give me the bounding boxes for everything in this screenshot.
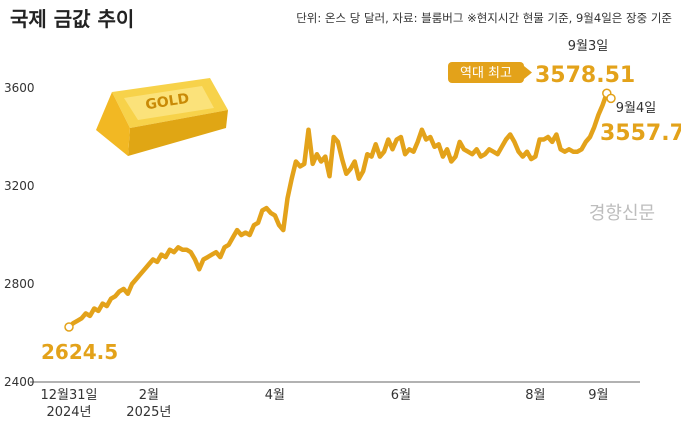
gold-bar-icon: GOLD: [96, 78, 228, 156]
y-tick-label: 3200: [4, 179, 35, 193]
record-badge: 역대 최고: [448, 62, 532, 83]
subtitle: 단위: 온스 당 달러, 자료: 블룸버그 ※현지시간 현물 기준, 9월4일은…: [296, 11, 672, 25]
value-label: 2624.5: [41, 340, 118, 364]
gold-icon-text: GOLD: [144, 91, 190, 114]
price-line: [66, 91, 614, 330]
record-label: 역대 최고: [460, 66, 512, 81]
x-tick-label: 2월 2025년: [126, 388, 171, 420]
x-tick-label: 8월: [525, 388, 545, 403]
point-marker: [64, 322, 74, 332]
x-tick-label: 4월: [265, 388, 285, 403]
point-marker: [606, 93, 616, 104]
value-label: 3578.51: [535, 63, 635, 88]
y-tick-label: 3600: [4, 81, 35, 95]
chart-title: 국제 금값 추이: [10, 7, 134, 31]
x-tick-label: 12월31일 2024년: [40, 388, 97, 420]
watermark: 경향신문: [589, 203, 655, 224]
value-label: 3557.73: [600, 121, 681, 146]
y-tick-label: 2800: [4, 277, 35, 291]
last-date: 9월4일: [616, 101, 656, 116]
record-date: 9월3일: [568, 39, 608, 54]
x-tick-label: 6월: [391, 388, 411, 403]
y-tick-label: 2400: [4, 375, 35, 389]
x-tick-label: 9월: [588, 388, 608, 403]
